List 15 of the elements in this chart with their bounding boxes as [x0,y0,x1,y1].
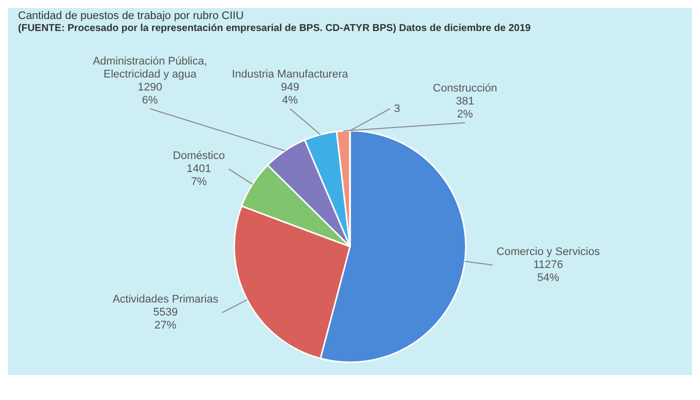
data-label: 949 4% [280,81,300,106]
slice-label: Comercio y Servicios [496,246,600,258]
slice-label: Industria Manufacturera [232,68,349,80]
data-label: 5539 27% [153,306,178,332]
data-label: 3 [394,102,400,115]
slice-label: Doméstico [172,150,225,162]
chart-title: Cantidad de puestos de trabajo por rubro CIIU [17,9,245,22]
data-label: 1290 6% [138,81,162,106]
data-label: 1401 7% [186,163,212,188]
data-label: 381 2% [456,95,474,120]
slice-label: Construcción [432,82,498,94]
text: (FUENTE: Procesado por la representación empresarial de BPS. CD-ATYR BPS) Datos de diciembre de 2019 [17,22,532,35]
slice-label: Administración Pública, Electricidad y agua [92,55,208,80]
slice-label: Actividades Primarias [112,294,219,306]
data-label: 11276 54% [533,259,564,284]
